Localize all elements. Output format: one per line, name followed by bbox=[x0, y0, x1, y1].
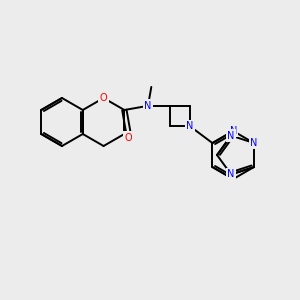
Text: N: N bbox=[227, 130, 235, 141]
Text: N: N bbox=[144, 101, 152, 111]
Text: O: O bbox=[125, 133, 132, 142]
Text: O: O bbox=[100, 93, 107, 103]
Text: N: N bbox=[227, 169, 235, 179]
Text: N: N bbox=[186, 121, 194, 131]
Text: N: N bbox=[250, 138, 258, 148]
Text: N: N bbox=[230, 126, 237, 136]
